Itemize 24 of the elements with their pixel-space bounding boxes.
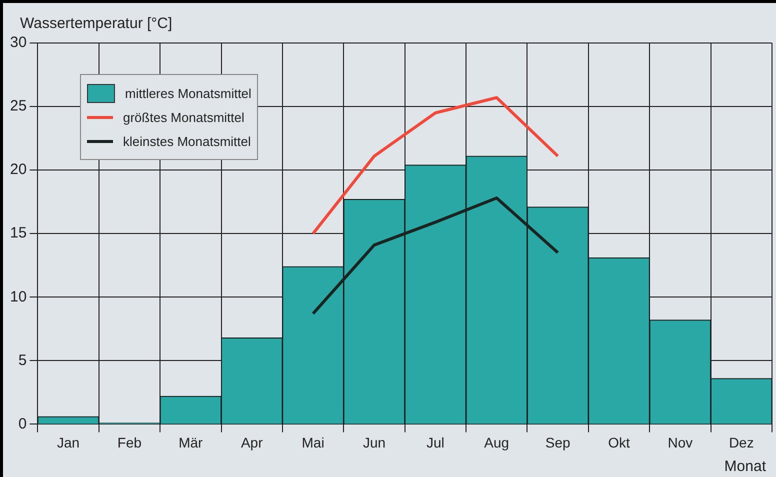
y-tick-label: 15	[10, 224, 27, 242]
x-tick-label: Dez	[728, 434, 754, 450]
x-tick-label: Jun	[362, 434, 386, 450]
legend-label: kleinstes Monatsmittel	[123, 134, 251, 148]
y-tick-label: 25	[10, 98, 27, 115]
x-tick-label: Apr	[240, 434, 264, 450]
x-tick-label: Feb	[117, 434, 142, 450]
legend-label: größtes Monatsmittel	[123, 110, 244, 124]
x-tick-label: Mai	[302, 434, 324, 450]
x-axis-title: Monat	[724, 458, 766, 475]
y-tick-label: 10	[10, 288, 27, 306]
x-tick-label: Sep	[545, 434, 570, 450]
legend-label: mittleres Monatsmittel	[125, 86, 252, 100]
y-tick-label: 0	[18, 415, 27, 432]
y-axis-title: Wassertemperatur [°C]	[20, 15, 172, 32]
y-tick-label: 20	[10, 161, 27, 178]
x-tick-label: Jul	[426, 434, 444, 450]
x-tick-label: Okt	[608, 434, 630, 450]
x-tick-label: Jan	[56, 434, 80, 450]
y-tick-label: 30	[10, 34, 27, 52]
x-tick-label: Mär	[178, 434, 204, 450]
x-tick-label: Nov	[668, 434, 693, 450]
x-tick-label: Aug	[484, 434, 510, 450]
y-tick-label: 5	[18, 352, 27, 369]
